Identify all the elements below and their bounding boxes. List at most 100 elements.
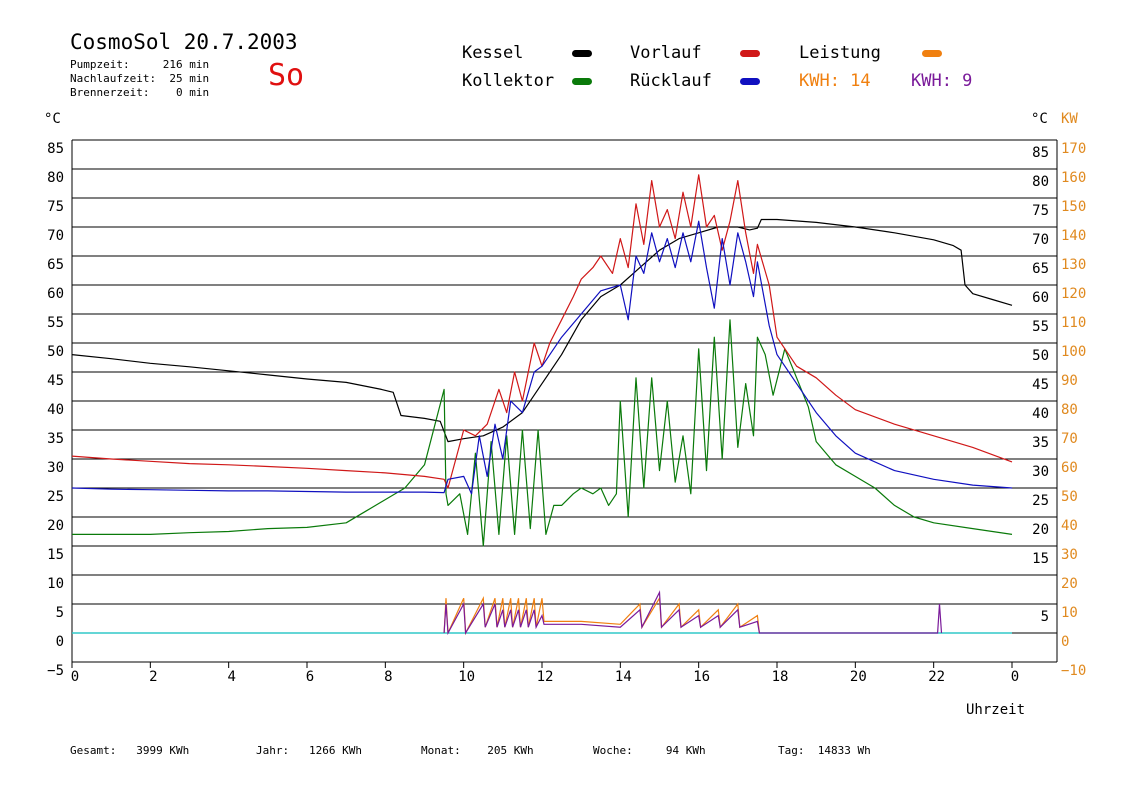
tick-labels: 0 2 4 6 8 10 12 14 16 18 20 22 085807570656055504540…: [44, 111, 1086, 685]
y-tick-label-right: 50: [1032, 348, 1049, 364]
y-tick-label-right: 30: [1032, 464, 1049, 480]
y-tick-label-kw: 90: [1061, 373, 1078, 389]
y-tick-label-left: 35: [47, 431, 64, 447]
y-tick-label-right: 65: [1032, 261, 1049, 277]
y-tick-label-right: 60: [1032, 290, 1049, 306]
legend-leistung: Leistung: [799, 43, 881, 63]
series-r-cklauf: [71, 220, 1013, 495]
y-tick-label-right: 35: [1032, 435, 1049, 451]
y-tick-label-kw: 170: [1061, 141, 1086, 157]
legend-vorlauf-swatch: [740, 50, 760, 57]
y-tick-label-left: 25: [47, 489, 64, 505]
x-tick-label: 4: [227, 669, 235, 685]
grid: [71, 139, 1058, 668]
y-tick-label-kw: 120: [1061, 286, 1086, 302]
y-unit-kw: KW: [1061, 111, 1078, 127]
y-tick-label-left: 70: [47, 228, 64, 244]
y-tick-label-kw: 110: [1061, 315, 1086, 331]
y-tick-label-kw: 160: [1061, 170, 1086, 186]
y-tick-label-right: 70: [1032, 232, 1049, 248]
y-tick-label-left: 45: [47, 373, 64, 389]
y-tick-label-right: 55: [1032, 319, 1049, 335]
x-tick-label: 8: [384, 669, 392, 685]
x-tick-label: 2: [149, 669, 157, 685]
legend-kwh-orange: KWH: 14: [799, 71, 871, 91]
series-lines: [71, 174, 1013, 636]
y-unit-left: °C: [44, 111, 61, 127]
burner-time: Brennerzeit: 0 min: [70, 86, 210, 99]
x-tick-label: 20: [850, 669, 867, 685]
legend-ruecklauf-swatch: [740, 78, 760, 85]
y-tick-label-kw: 20: [1061, 576, 1078, 592]
y-tick-label-kw: 40: [1061, 518, 1078, 534]
y-tick-label-left: 55: [47, 315, 64, 331]
y-tick-label-left: 5: [56, 605, 64, 621]
y-tick-label-kw: 0: [1061, 634, 1069, 650]
y-tick-label-left: −5: [47, 663, 64, 679]
y-tick-label-kw: 100: [1061, 344, 1086, 360]
x-tick-label: 16: [693, 669, 710, 685]
y-tick-label-kw: 10: [1061, 605, 1078, 621]
afterrun-time: Nachlaufzeit: 25 min: [70, 72, 210, 85]
y-tick-label-right: 85: [1032, 145, 1049, 161]
y-tick-label-kw: −10: [1061, 663, 1086, 679]
y-tick-label-kw: 150: [1061, 199, 1086, 215]
y-tick-label-kw: 130: [1061, 257, 1086, 273]
legend-kwh-purple: KWH: 9: [911, 71, 973, 91]
page-title: CosmoSol 20.7.2003: [70, 30, 298, 54]
y-tick-label-right: 15: [1032, 551, 1049, 567]
series-kessel: [71, 218, 1013, 443]
series-vorlauf: [71, 174, 1013, 489]
y-tick-label-kw: 50: [1061, 489, 1078, 505]
y-tick-label-kw: 60: [1061, 460, 1078, 476]
x-tick-label: 18: [772, 669, 789, 685]
legend-leistung-swatch: [922, 50, 942, 57]
legend-kessel-swatch: [572, 50, 592, 57]
y-tick-label-left: 50: [47, 344, 64, 360]
y-tick-label-left: 15: [47, 547, 64, 563]
y-tick-label-left: 20: [47, 518, 64, 534]
y-tick-label-left: 10: [47, 576, 64, 592]
y-tick-label-kw: 80: [1061, 402, 1078, 418]
x-tick-label: 14: [615, 669, 632, 685]
power-kwh-2: [443, 590, 943, 636]
pump-time: Pumpzeit: 216 min: [70, 58, 210, 71]
y-tick-label-right: 20: [1032, 522, 1049, 538]
week-energy: Woche: 94 KWh: [593, 744, 706, 757]
x-tick-label: 0: [1011, 669, 1019, 685]
x-tick-label: 6: [306, 669, 314, 685]
x-axis-label: Uhrzeit: [966, 702, 1026, 718]
total-energy: Gesamt: 3999 KWh: [70, 744, 190, 757]
series-kollektor: [72, 319, 1013, 547]
power-leistung: [443, 595, 760, 636]
year-energy: Jahr: 1266 KWh: [256, 744, 362, 757]
legend-kessel: Kessel: [462, 43, 524, 63]
y-tick-label-left: 60: [47, 286, 64, 302]
y-tick-label-right: 5: [1041, 609, 1049, 625]
y-tick-label-kw: 70: [1061, 431, 1078, 447]
y-tick-label-right: 45: [1032, 377, 1049, 393]
day-energy: Tag: 14833 Wh: [778, 744, 871, 757]
y-tick-label-left: 65: [47, 257, 64, 273]
y-tick-label-kw: 30: [1061, 547, 1078, 563]
legend-vorlauf: Vorlauf: [630, 43, 702, 63]
y-tick-label-right: 40: [1032, 406, 1049, 422]
y-tick-label-left: 0: [56, 634, 64, 650]
y-tick-label-kw: 140: [1061, 228, 1086, 244]
legend-kollektor: Kollektor: [462, 71, 555, 91]
weekday-label: So: [268, 58, 305, 93]
month-energy: Monat: 205 KWh: [421, 744, 534, 757]
y-tick-label-left: 80: [47, 170, 64, 186]
legend-kollektor-swatch: [572, 78, 592, 85]
y-tick-label-right: 75: [1032, 203, 1049, 219]
x-tick-label: 12: [537, 669, 554, 685]
x-tick-label: 10: [458, 669, 475, 685]
y-tick-label-right: 80: [1032, 174, 1049, 190]
y-tick-label-left: 85: [47, 141, 64, 157]
y-unit-right: °C: [1031, 111, 1048, 127]
x-tick-label: 22: [928, 669, 945, 685]
legend-ruecklauf: Rücklauf: [630, 71, 712, 91]
y-tick-label-right: 25: [1032, 493, 1049, 509]
y-tick-label-left: 75: [47, 199, 64, 215]
